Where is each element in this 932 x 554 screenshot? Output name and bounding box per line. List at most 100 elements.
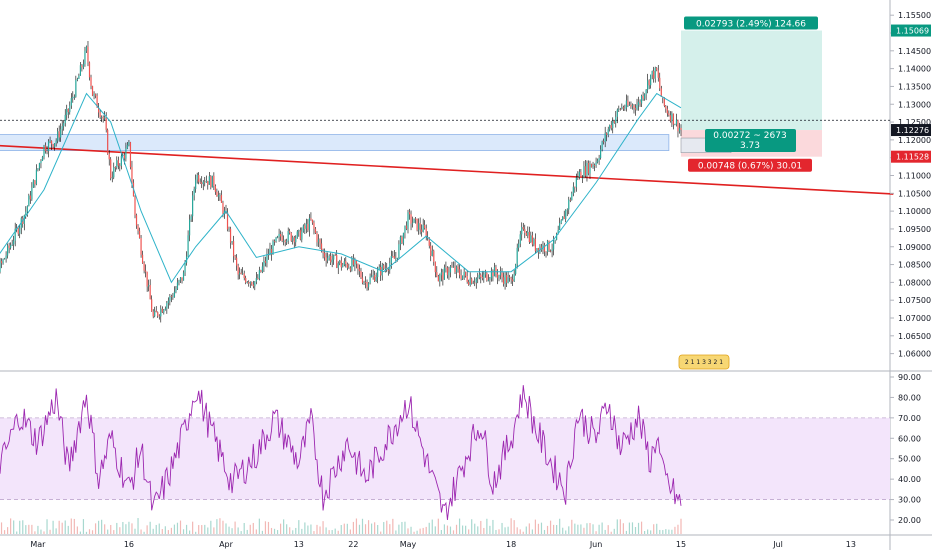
candle-body [107,129,109,154]
candle-body [440,272,442,276]
candle-body [622,107,624,109]
volume-bar [243,522,245,534]
candle-body [243,273,245,279]
candle-body [477,277,479,279]
candle-body [60,129,62,138]
candle-body [401,236,403,244]
candle-body [340,260,342,268]
volume-bar [492,519,494,534]
candle-body [390,256,392,264]
candle-body [261,266,263,272]
candle-body [618,108,620,110]
candle-body [522,227,524,230]
candle-body [75,80,77,97]
candle-body [146,271,148,287]
moving-average-line [0,92,682,284]
candle-body [575,177,577,188]
candle-body [220,194,223,203]
candle-body [120,155,122,166]
price-tick-label: 1.12000 [898,136,931,145]
candle-body [660,88,662,97]
volume-bar [513,520,515,534]
volume-bar [280,523,282,534]
candle-body [93,94,95,96]
volume-bar [25,525,27,534]
volume-bar [322,521,324,534]
volume-bar [31,524,33,534]
candle-body [509,277,511,278]
volume-bar [650,530,652,534]
volume-bar [13,520,15,534]
candle-body [219,194,221,196]
candle-body [383,265,385,269]
candle-body [140,238,142,255]
candle-body [502,277,505,284]
candle-body [145,270,147,272]
candle-body [286,240,288,243]
candle-body [210,176,212,188]
candle-body [141,254,144,264]
price-tick-label: 1.09000 [898,243,931,252]
candle-body [430,245,432,256]
volume-bar [440,529,442,534]
candle-body [445,267,447,269]
volume-bar [361,518,364,534]
candle-body [189,219,191,236]
volume-bar [462,525,464,534]
candle-body [387,269,389,271]
candle-body [381,265,383,276]
candle-body [26,206,28,212]
candle-body [14,228,16,241]
candle-body [54,143,56,147]
volume-bar [553,524,555,534]
candle-body [239,272,241,275]
candle-body [90,77,92,86]
volume-bar [176,522,179,534]
candle-body [125,148,127,159]
volume-bar [501,522,503,534]
volume-bar [125,524,127,534]
candle-body [378,266,380,270]
volume-bar [91,530,94,534]
volume-bar [334,528,336,534]
volume-bar [546,525,549,534]
candle-body [101,116,103,118]
candle-body [559,223,561,231]
candle-body [50,140,53,145]
candle-body [44,145,47,151]
candle-body [366,282,368,288]
volume-bar [207,527,209,534]
candle-body [446,267,449,276]
rsi-tick-label: 80.00 [898,393,921,402]
candle-body [518,243,520,248]
volume-bar [195,531,197,534]
volume-bar [425,526,427,534]
volume-bar [273,528,276,534]
volume-bar [565,530,567,534]
volume-bar [580,524,582,534]
candle-body [308,218,311,231]
candle-body [85,46,88,51]
volume-bar [85,531,88,534]
volume-bar [185,524,188,534]
candle-body [190,216,192,220]
candle-body [669,115,671,122]
volume-bar [586,523,588,534]
candle-body [91,85,94,96]
candle-body [333,254,335,260]
volume-bar [389,524,391,534]
candle-body [592,165,594,168]
candle-body [266,254,268,263]
candle-body [257,278,259,279]
time-tick-label: Jun [589,540,603,549]
volume-bar [158,523,160,534]
candle-body [596,160,599,163]
candle-body [422,224,424,232]
candle-body [624,108,626,110]
candle-body [317,239,320,243]
price-tick-label: 1.11000 [898,172,931,181]
candle-body [357,263,359,270]
candle-body [181,277,183,281]
candle-body [304,225,306,229]
